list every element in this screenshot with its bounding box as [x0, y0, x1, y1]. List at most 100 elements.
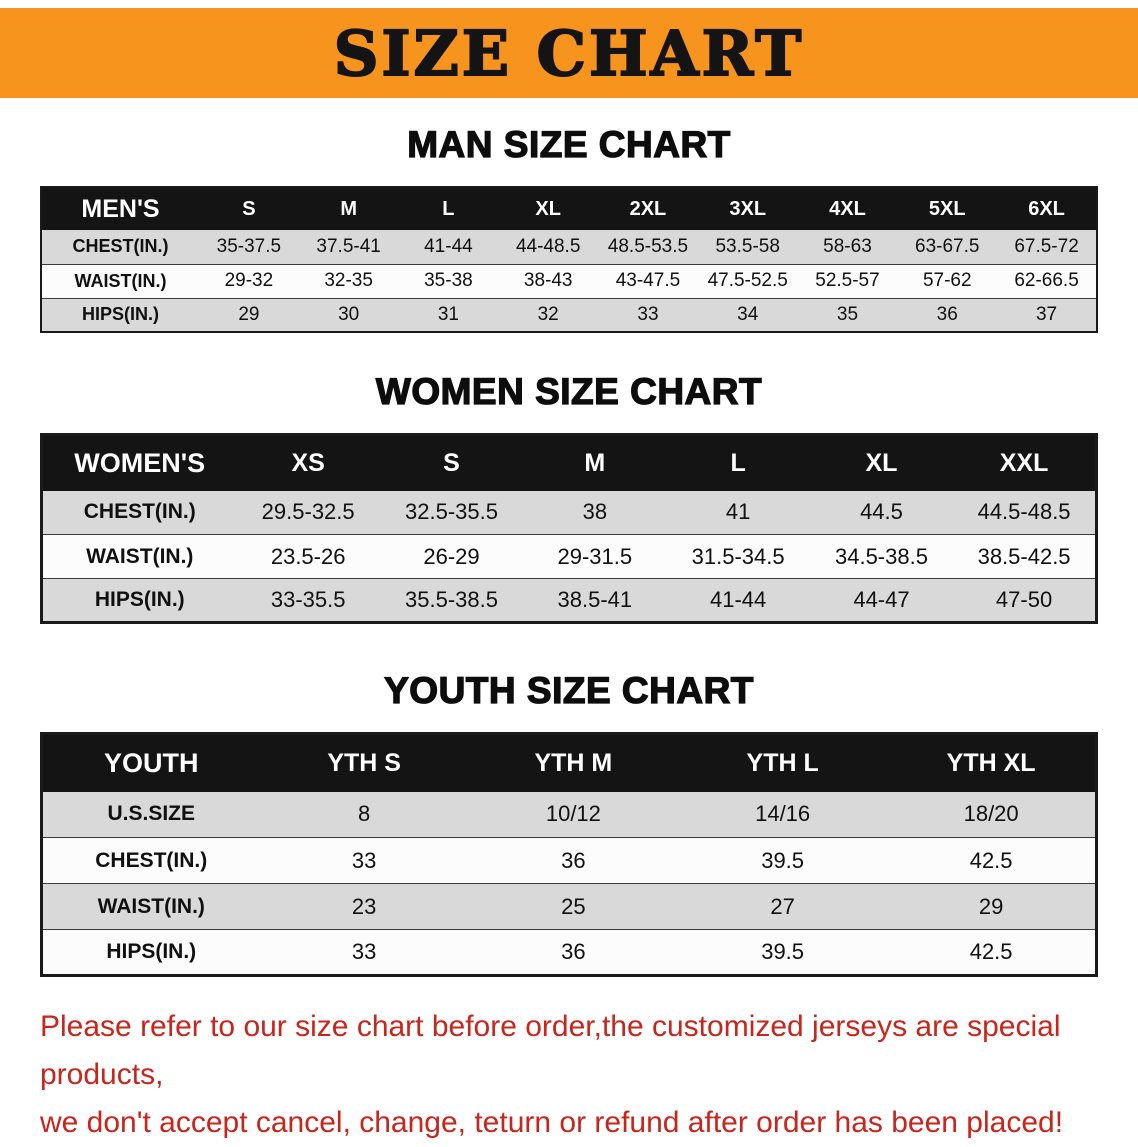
size-value: 53.5-58 [715, 235, 780, 257]
table-corner-label: YOUTH [41, 733, 260, 792]
table-row: WAIST(IN.) 29-32 32-35 35-38 38-43 43-47.5 47.… [41, 264, 1097, 298]
size-value: 10/12 [545, 801, 601, 827]
table-row: HIPS(IN.) 33 36 39.5 42.5 [41, 929, 1097, 976]
size-value: 47.5-52.5 [707, 270, 788, 291]
disclaimer-line-2: we don't accept cancel, change, teturn o… [40, 1106, 1064, 1139]
size-value: 37 [1035, 303, 1058, 325]
size-value: 41-44 [710, 587, 767, 612]
size-column-header: L [398, 187, 499, 230]
disclaimer: Please refer to our size chart before or… [40, 1003, 1098, 1147]
size-value: 35 [836, 303, 859, 325]
size-value: 35-37.5 [216, 235, 282, 257]
size-value: 36 [561, 847, 586, 873]
table-row: WAIST(IN.) 23.5-26 26-29 29-31.5 31.5-34.5 34… [41, 534, 1097, 579]
size-value: 63-67.5 [915, 235, 980, 257]
size-value: 42.5 [969, 939, 1013, 964]
size-column-header: 6XL [997, 187, 1097, 230]
size-value: 48.5-53.5 [607, 235, 689, 257]
women-size-table: WOMEN'S XS S M L XL XXL CHEST(IN.) 29.5-32.5 32.5… [40, 433, 1098, 624]
size-column-header: M [523, 434, 667, 491]
size-value: 39.5 [761, 847, 805, 873]
size-value: 35.5-38.5 [405, 587, 498, 612]
table-row: HIPS(IN.) 33-35.5 35.5-38.5 38.5-41 41-44 44-… [41, 578, 1097, 623]
men-size-table: MEN'S S M L XL 2XL 3XL 4XL 5XL 6XL CHEST(IN.) 35-37… [40, 186, 1098, 333]
table-header-row: MEN'S S M L XL 2XL 3XL 4XL 5XL 6XL [41, 187, 1097, 230]
measurement-label: WAIST(IN.) [86, 544, 194, 568]
measurement-label: CHEST(IN.) [95, 848, 208, 872]
table-row: CHEST(IN.) 33 36 39.5 42.5 [41, 837, 1097, 884]
size-column-header: XS [236, 434, 380, 491]
size-value: 30 [338, 303, 360, 325]
table-row: WAIST(IN.) 23 25 27 29 [41, 883, 1097, 930]
size-value: 29 [978, 893, 1004, 919]
size-column-header: 3XL [697, 187, 798, 230]
size-value: 57-62 [922, 270, 972, 291]
table-row: CHEST(IN.) 29.5-32.5 32.5-35.5 38 41 44.5 44.5… [41, 490, 1097, 535]
size-column-header: 4XL [797, 187, 898, 230]
size-value: 34 [737, 303, 759, 325]
size-value: 42.5 [969, 847, 1013, 873]
size-value: 31 [437, 303, 459, 325]
size-value: 23 [351, 893, 377, 919]
women-size-chart-heading: WOMEN SIZE CHART [375, 370, 763, 412]
size-value: 32.5-35.5 [405, 499, 498, 525]
man-size-chart-heading: MAN SIZE CHART [407, 123, 731, 165]
table-header-row: YOUTH YTH S YTH M YTH L YTH XL [41, 733, 1097, 792]
size-value: 35-38 [424, 270, 473, 291]
size-value: 47-50 [995, 587, 1053, 612]
measurement-label: WAIST(IN.) [74, 270, 167, 291]
size-value: 32-35 [324, 270, 373, 291]
size-column-header: YTH XL [887, 733, 1097, 792]
table-corner-label: MEN'S [41, 187, 199, 230]
size-column-header: XL [498, 187, 599, 230]
size-value: 23.5-26 [270, 543, 346, 569]
measurement-label: HIPS(IN.) [106, 940, 197, 963]
size-value: 14/16 [755, 801, 811, 827]
size-value: 25 [561, 893, 586, 919]
table-row: U.S.SIZE 8 10/12 14/16 18/20 [41, 791, 1097, 838]
measurement-label: HIPS(IN.) [81, 304, 159, 325]
size-value: 33 [637, 303, 659, 325]
table-row: CHEST(IN.) 35-37.5 37.5-41 41-44 44-48.5 48.5… [41, 230, 1097, 264]
size-value: 36 [936, 303, 958, 325]
size-value: 44.5-48.5 [977, 499, 1071, 525]
size-value: 67.5-72 [1014, 235, 1079, 257]
size-column-header: S [199, 187, 299, 230]
size-value: 29-31.5 [557, 543, 633, 569]
size-value: 52.5-57 [815, 270, 880, 291]
size-value: 29-32 [224, 270, 274, 291]
size-value: 38.5-41 [557, 587, 633, 612]
size-column-header: XL [809, 434, 954, 491]
size-column-header: 2XL [598, 187, 698, 230]
size-value: 29.5-32.5 [261, 499, 355, 525]
size-value: 39.5 [761, 939, 805, 964]
table-header-row: WOMEN'S XS S M L XL XXL [41, 434, 1097, 491]
measurement-label: CHEST(IN.) [72, 236, 169, 257]
measurement-label: HIPS(IN.) [94, 588, 185, 611]
measurement-label: CHEST(IN.) [83, 500, 196, 524]
size-column-header: YTH S [259, 733, 469, 792]
size-column-header: YTH L [678, 733, 888, 792]
size-column-header: YTH M [468, 733, 678, 792]
measurement-label: WAIST(IN.) [97, 894, 205, 918]
measurement-label: U.S.SIZE [107, 802, 196, 826]
size-value: 8 [358, 801, 371, 827]
size-value: 38-43 [523, 270, 573, 291]
size-value: 18/20 [963, 801, 1019, 827]
size-value: 32 [537, 303, 559, 325]
size-value: 34.5-38.5 [834, 543, 928, 569]
youth-size-chart-heading: YOUTH SIZE CHART [383, 669, 754, 711]
size-chart-title: SIZE CHART [333, 16, 805, 91]
size-value: 38.5-42.5 [977, 543, 1071, 569]
size-value: 33-35.5 [270, 587, 346, 612]
size-value: 41-44 [424, 235, 473, 257]
size-value: 44-48.5 [515, 235, 581, 257]
size-value: 44-47 [853, 587, 910, 612]
disclaimer-line-1: Please refer to our size chart before or… [40, 1010, 1061, 1091]
table-row: HIPS(IN.) 29 30 31 32 33 34 35 36 37 [41, 298, 1097, 332]
table-corner-label: WOMEN'S [41, 434, 237, 491]
size-column-header: L [666, 434, 810, 491]
size-value: 37.5-41 [316, 235, 381, 257]
size-value: 33 [351, 939, 377, 964]
size-value: 62-66.5 [1014, 270, 1079, 291]
